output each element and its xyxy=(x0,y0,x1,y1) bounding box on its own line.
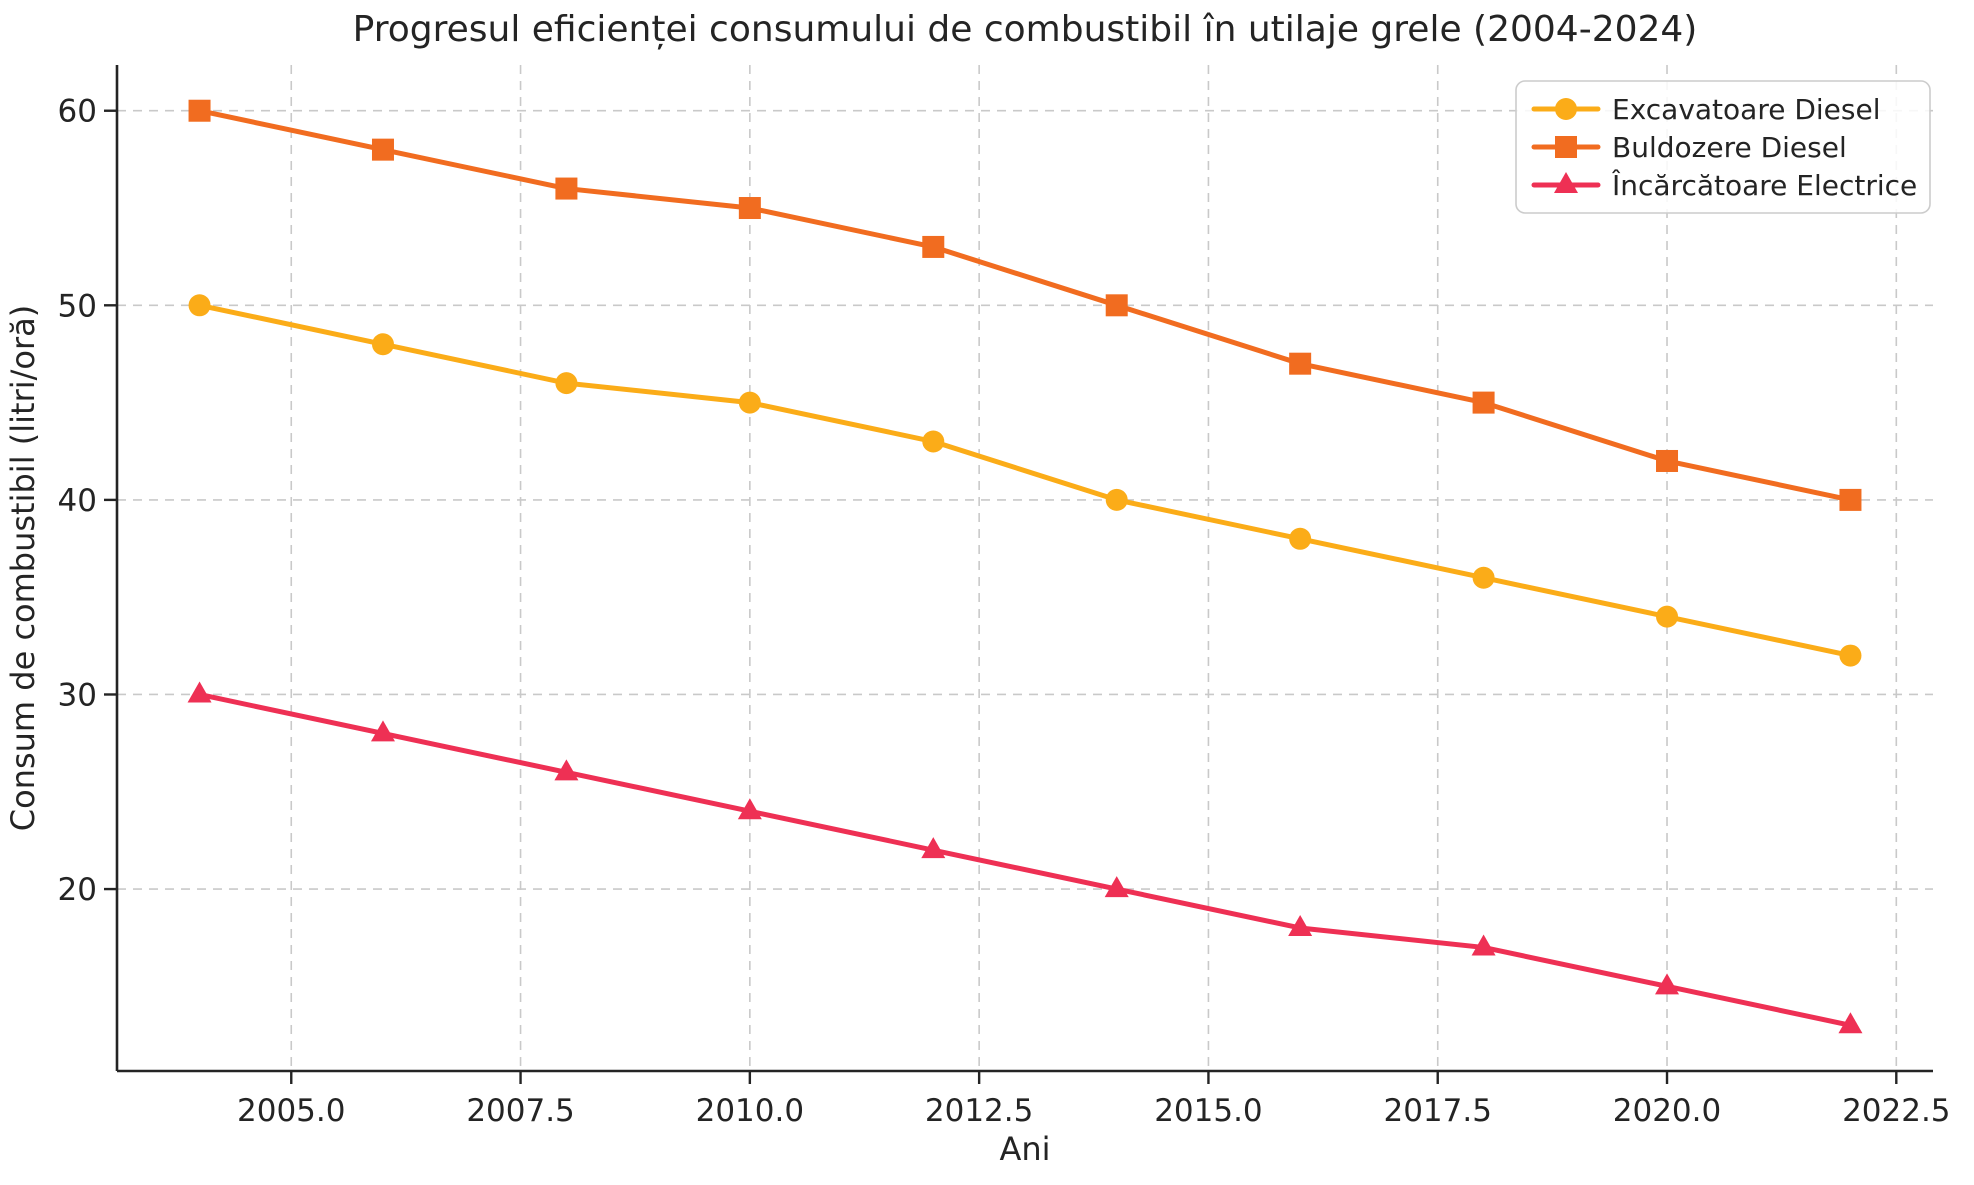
x-tick-label: 2010.0 xyxy=(696,1093,804,1129)
legend-label: Excavatoare Diesel xyxy=(1612,93,1881,126)
y-tick-label: 30 xyxy=(58,677,97,713)
data-point-triangle xyxy=(921,837,946,859)
legend-box xyxy=(1515,80,1931,214)
data-point-square xyxy=(1289,352,1312,375)
data-series xyxy=(187,99,1863,1034)
data-point-square xyxy=(1555,136,1577,158)
data-point-square xyxy=(1472,391,1495,414)
y-tick-label: 50 xyxy=(58,288,97,324)
data-point-triangle xyxy=(1288,914,1313,936)
data-point-circle xyxy=(738,391,761,414)
data-point-triangle xyxy=(1838,1012,1863,1034)
data-point-square xyxy=(188,99,211,122)
y-tick-label: 20 xyxy=(58,872,97,908)
legend-label: Încărcătoare Electrice xyxy=(1611,168,1917,202)
data-point-triangle xyxy=(737,798,762,820)
data-point-square xyxy=(371,138,394,161)
data-point-square xyxy=(1105,294,1128,317)
data-point-triangle xyxy=(1554,172,1578,193)
data-point-triangle xyxy=(554,759,579,781)
data-point-circle xyxy=(1105,488,1128,511)
data-point-square xyxy=(1839,488,1862,511)
legend-item: Excavatoare Diesel xyxy=(1531,93,1881,126)
axis-labels: Progresul eficienței consumului de combu… xyxy=(4,9,1697,1168)
x-tick-label: 2022.5 xyxy=(1842,1093,1950,1129)
data-point-circle xyxy=(555,372,578,395)
x-tick-label: 2017.5 xyxy=(1383,1093,1491,1129)
data-point-circle xyxy=(922,430,945,453)
data-point-circle xyxy=(371,333,394,356)
axis-ticks: 2005.0 2007.5 2010.0 2012.5 2015.0 2017.5 2020… xyxy=(58,94,1951,1129)
series-line xyxy=(197,302,1853,659)
data-point-triangle xyxy=(1471,934,1496,956)
legend-item: Încărcătoare Electrice xyxy=(1531,168,1917,202)
data-point-triangle xyxy=(1104,876,1129,898)
data-point-circle xyxy=(1839,644,1862,667)
data-point-square xyxy=(1656,449,1679,472)
y-tick-label: 60 xyxy=(58,94,97,130)
x-tick-label: 2020.0 xyxy=(1613,1093,1721,1129)
legend: Excavatoare Diesel Buldozere Diesel Încărc… xyxy=(1515,80,1931,214)
data-point-square xyxy=(555,177,578,200)
axes-spines xyxy=(115,65,1933,1073)
x-axis-label: Ani xyxy=(999,1130,1050,1168)
x-tick-label: 2012.5 xyxy=(925,1093,1033,1129)
y-axis-label: Consum de combustibil (litri/oră) xyxy=(4,305,42,831)
data-point-circle xyxy=(1555,98,1577,120)
data-point-triangle xyxy=(187,681,212,703)
data-point-circle xyxy=(1472,566,1495,589)
data-point-circle xyxy=(188,294,211,317)
series-line xyxy=(197,108,1853,503)
legend-item: Buldozere Diesel xyxy=(1531,131,1847,164)
gridlines xyxy=(117,65,1933,1071)
series-0 xyxy=(188,294,1862,667)
data-point-square xyxy=(922,235,945,258)
x-tick-label: 2015.0 xyxy=(1154,1093,1262,1129)
data-point-triangle xyxy=(370,720,395,742)
x-tick-label: 2005.0 xyxy=(237,1093,345,1129)
data-point-triangle xyxy=(1655,973,1680,995)
chart-title: Progresul eficienței consumului de combu… xyxy=(353,9,1698,50)
data-point-circle xyxy=(1656,605,1679,628)
series-1 xyxy=(188,99,1862,511)
data-point-circle xyxy=(1289,527,1312,550)
data-point-square xyxy=(738,197,761,220)
series-2 xyxy=(187,681,1863,1034)
y-tick-label: 40 xyxy=(58,483,97,519)
legend-label: Buldozere Diesel xyxy=(1612,131,1847,164)
series-line xyxy=(197,691,1853,1028)
x-tick-label: 2007.5 xyxy=(466,1093,574,1129)
